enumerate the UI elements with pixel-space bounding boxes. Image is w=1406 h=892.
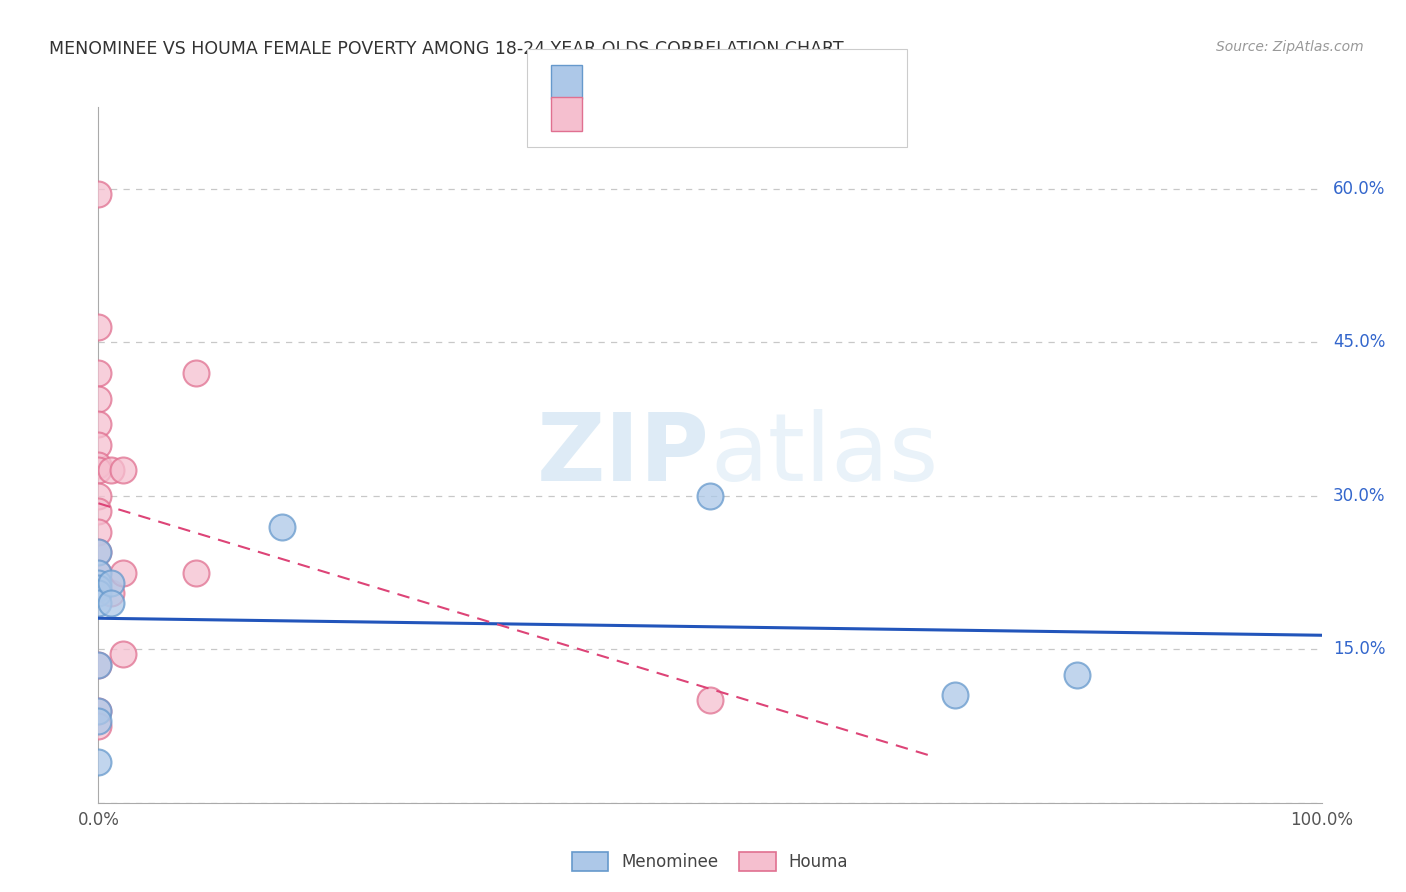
Point xyxy=(87,714,110,728)
Point xyxy=(87,366,110,380)
Legend: Menominee, Houma: Menominee, Houma xyxy=(572,852,848,871)
Point xyxy=(186,366,208,380)
Point xyxy=(87,504,110,518)
Point xyxy=(699,489,721,503)
Point xyxy=(87,545,110,559)
Point xyxy=(111,463,134,477)
Point xyxy=(87,596,110,610)
Point xyxy=(87,719,110,733)
Point xyxy=(100,586,122,600)
Text: Source: ZipAtlas.com: Source: ZipAtlas.com xyxy=(1216,40,1364,54)
Point xyxy=(87,581,110,595)
Point xyxy=(87,320,110,334)
Text: ZIP: ZIP xyxy=(537,409,710,501)
Point xyxy=(87,187,110,202)
Point xyxy=(111,648,134,662)
Point xyxy=(186,566,208,580)
Point xyxy=(270,519,294,533)
Text: atlas: atlas xyxy=(710,409,938,501)
Point xyxy=(100,463,122,477)
Point xyxy=(87,586,110,600)
Point xyxy=(87,417,110,432)
Point xyxy=(87,566,110,580)
Point xyxy=(87,545,110,559)
Text: MENOMINEE VS HOUMA FEMALE POVERTY AMONG 18-24 YEAR OLDS CORRELATION CHART: MENOMINEE VS HOUMA FEMALE POVERTY AMONG … xyxy=(49,40,844,58)
Point xyxy=(100,575,122,590)
Point xyxy=(87,392,110,406)
Text: R =  -0.036   N = 16: R = -0.036 N = 16 xyxy=(593,73,762,91)
Point xyxy=(87,489,110,503)
Text: 60.0%: 60.0% xyxy=(1333,180,1385,198)
Text: 45.0%: 45.0% xyxy=(1333,334,1385,351)
Point xyxy=(87,657,110,672)
Point xyxy=(87,575,110,590)
Point xyxy=(87,524,110,539)
Text: R =   -0.113   N = 25: R = -0.113 N = 25 xyxy=(593,105,768,123)
Point xyxy=(87,566,110,580)
Point xyxy=(87,463,110,477)
Point xyxy=(87,458,110,472)
Text: 15.0%: 15.0% xyxy=(1333,640,1385,658)
Point xyxy=(1066,668,1088,682)
Point xyxy=(87,704,110,718)
Point xyxy=(87,438,110,452)
Point xyxy=(100,596,122,610)
Text: 30.0%: 30.0% xyxy=(1333,487,1385,505)
Point xyxy=(699,693,721,707)
Point xyxy=(111,566,134,580)
Point xyxy=(87,755,110,769)
Point xyxy=(87,704,110,718)
Point xyxy=(943,689,966,703)
Point xyxy=(87,657,110,672)
Point xyxy=(87,581,110,595)
